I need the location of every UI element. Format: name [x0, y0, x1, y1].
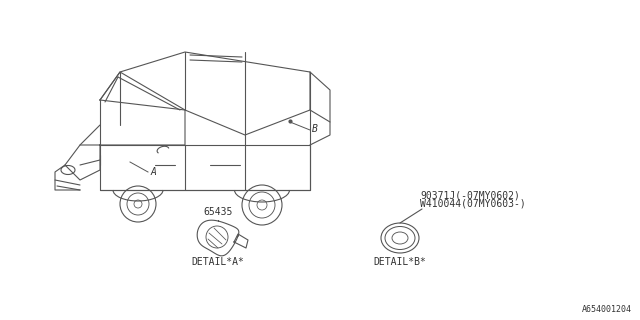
- Text: 65435: 65435: [204, 207, 233, 217]
- Text: DETAIL*A*: DETAIL*A*: [191, 257, 244, 267]
- Text: A: A: [150, 167, 156, 177]
- Text: DETAIL*B*: DETAIL*B*: [374, 257, 426, 267]
- Text: 90371J(-07MY0602): 90371J(-07MY0602): [420, 190, 520, 200]
- Text: W410044(07MY0603-): W410044(07MY0603-): [420, 199, 525, 209]
- Text: B: B: [312, 124, 318, 134]
- Text: A654001204: A654001204: [582, 305, 632, 314]
